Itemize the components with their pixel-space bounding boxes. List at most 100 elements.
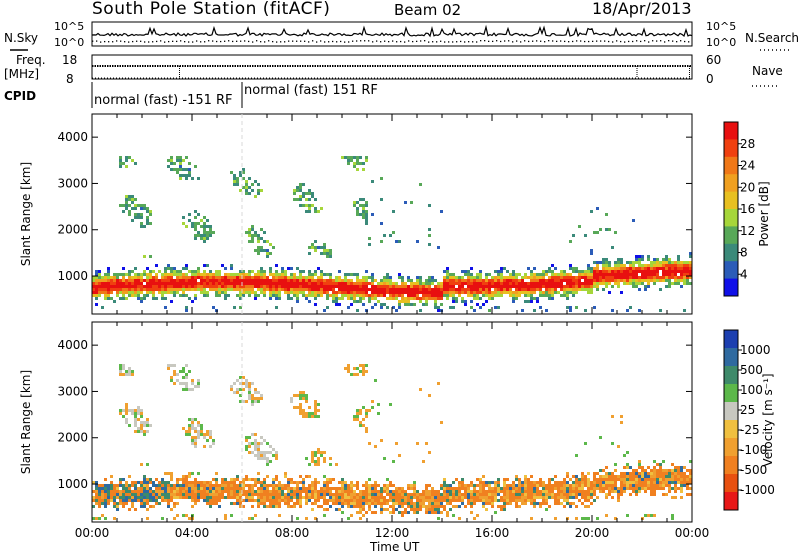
data-cell	[461, 297, 464, 300]
data-cell	[473, 517, 476, 520]
data-cell	[296, 288, 299, 291]
data-cell	[227, 282, 230, 285]
data-cell	[620, 481, 623, 484]
data-cell	[272, 282, 275, 285]
data-cell	[443, 484, 446, 487]
data-cell	[302, 490, 305, 493]
data-cell	[473, 309, 476, 312]
data-cell	[122, 210, 125, 213]
data-cell	[653, 490, 656, 493]
data-cell	[368, 490, 371, 493]
data-cell	[140, 496, 143, 499]
data-cell	[494, 294, 497, 297]
data-cell	[248, 177, 251, 180]
data-cell	[380, 499, 383, 502]
data-cell	[332, 300, 335, 303]
data-cell	[131, 282, 134, 285]
x-tick-label: 12:00	[375, 526, 410, 540]
data-cell	[485, 285, 488, 288]
data-cell	[197, 222, 200, 225]
data-cell	[125, 370, 128, 373]
data-cell	[206, 231, 209, 234]
data-cell	[578, 288, 581, 291]
data-cell	[446, 493, 449, 496]
data-cell	[170, 291, 173, 294]
nsearch-dot	[376, 40, 378, 42]
nsearch-dot	[236, 40, 238, 42]
data-cell	[131, 201, 134, 204]
data-cell	[443, 490, 446, 493]
data-cell	[404, 508, 407, 511]
nsearch-dot	[496, 40, 498, 42]
data-cell	[653, 493, 656, 496]
data-cell	[221, 487, 224, 490]
data-cell	[644, 267, 647, 270]
data-cell	[245, 288, 248, 291]
data-cell	[248, 240, 251, 243]
data-cell	[449, 285, 452, 288]
data-cell	[560, 285, 563, 288]
data-cell	[293, 496, 296, 499]
data-cell	[302, 415, 305, 418]
data-cell	[689, 282, 692, 285]
data-cell	[491, 285, 494, 288]
data-cell	[215, 499, 218, 502]
data-cell	[260, 291, 263, 294]
data-cell	[266, 463, 269, 466]
data-cell	[317, 493, 320, 496]
data-cell	[257, 445, 260, 448]
data-cell	[626, 466, 629, 469]
data-cell	[359, 490, 362, 493]
data-cell	[320, 246, 323, 249]
data-cell	[197, 276, 200, 279]
data-cell	[323, 502, 326, 505]
data-cell	[239, 505, 242, 508]
data-cell	[101, 306, 104, 309]
data-cell	[134, 430, 137, 433]
data-cell	[434, 285, 437, 288]
nsearch-dot	[464, 41, 466, 43]
data-cell	[233, 478, 236, 481]
data-cell	[167, 484, 170, 487]
data-cell	[215, 279, 218, 282]
data-cell	[113, 288, 116, 291]
data-cell	[494, 288, 497, 291]
nsearch-dot	[596, 40, 598, 42]
data-cell	[569, 264, 572, 267]
data-cell	[569, 276, 572, 279]
colorbar-swatch	[724, 243, 738, 262]
data-cell	[314, 451, 317, 454]
data-cell	[374, 379, 377, 382]
data-cell	[689, 460, 692, 463]
data-cell	[554, 484, 557, 487]
data-cell	[248, 270, 251, 273]
data-cell	[299, 186, 302, 189]
data-cell	[305, 457, 308, 460]
data-cell	[212, 499, 215, 502]
data-cell	[323, 460, 326, 463]
data-cell	[629, 493, 632, 496]
data-cell	[308, 496, 311, 499]
data-cell	[365, 222, 368, 225]
data-cell	[617, 475, 620, 478]
data-cell	[533, 285, 536, 288]
data-cell	[398, 288, 401, 291]
data-cell	[479, 282, 482, 285]
data-cell	[353, 505, 356, 508]
data-cell	[671, 478, 674, 481]
data-cell	[368, 505, 371, 508]
data-cell	[206, 502, 209, 505]
nsearch-dot	[668, 40, 670, 42]
data-cell	[167, 276, 170, 279]
data-cell	[158, 285, 161, 288]
data-cell	[302, 288, 305, 291]
nsearch-dot	[252, 41, 254, 43]
data-cell	[149, 424, 152, 427]
nsearch-dot	[148, 41, 150, 43]
data-cell	[353, 297, 356, 300]
data-cell	[248, 231, 251, 234]
data-cell	[398, 454, 401, 457]
data-cell	[686, 475, 689, 478]
data-cell	[536, 279, 539, 282]
data-cell	[308, 189, 311, 192]
